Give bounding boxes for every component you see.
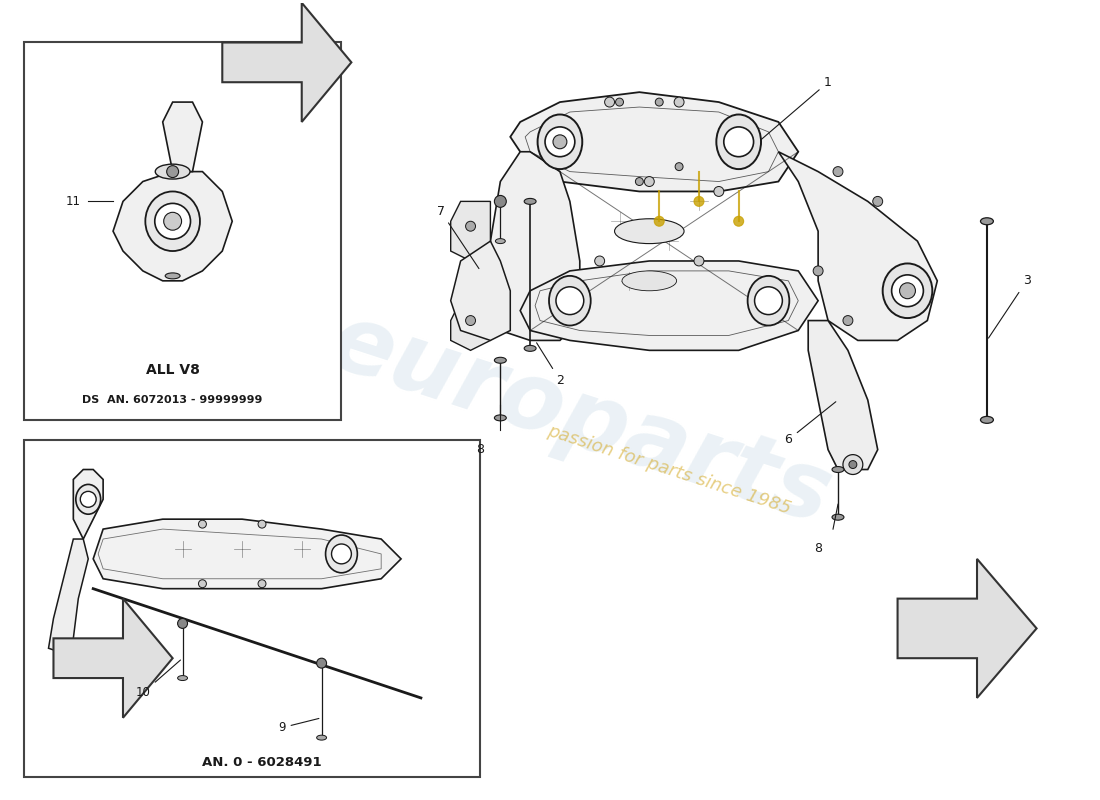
Circle shape — [813, 266, 823, 276]
Polygon shape — [491, 152, 580, 341]
Polygon shape — [94, 519, 401, 589]
Text: 9: 9 — [278, 718, 319, 734]
Circle shape — [331, 544, 351, 564]
Circle shape — [714, 186, 724, 197]
Bar — [24, 42, 341, 420]
Text: 11: 11 — [66, 195, 80, 208]
Ellipse shape — [882, 263, 933, 318]
Circle shape — [164, 212, 182, 230]
Polygon shape — [74, 470, 103, 539]
Circle shape — [198, 520, 207, 528]
Polygon shape — [48, 539, 88, 654]
Ellipse shape — [165, 273, 180, 279]
Ellipse shape — [832, 514, 844, 520]
Circle shape — [843, 454, 862, 474]
Ellipse shape — [538, 114, 582, 169]
Circle shape — [900, 283, 915, 298]
Circle shape — [595, 256, 605, 266]
Ellipse shape — [549, 276, 591, 326]
Ellipse shape — [177, 675, 187, 681]
Polygon shape — [510, 92, 799, 191]
Circle shape — [694, 256, 704, 266]
Circle shape — [155, 203, 190, 239]
Text: 8: 8 — [476, 443, 484, 456]
Ellipse shape — [145, 191, 200, 251]
Circle shape — [465, 315, 475, 326]
Circle shape — [675, 162, 683, 170]
Circle shape — [892, 275, 923, 306]
Ellipse shape — [494, 358, 506, 363]
Circle shape — [724, 127, 754, 157]
Circle shape — [656, 98, 663, 106]
Text: 7: 7 — [437, 205, 478, 269]
Circle shape — [872, 197, 882, 206]
Circle shape — [636, 178, 644, 186]
Circle shape — [198, 580, 207, 588]
Circle shape — [849, 461, 857, 469]
Circle shape — [654, 216, 664, 226]
Circle shape — [465, 222, 475, 231]
Ellipse shape — [980, 416, 993, 423]
Circle shape — [494, 195, 506, 207]
Polygon shape — [54, 598, 173, 718]
Polygon shape — [451, 202, 491, 261]
Circle shape — [544, 127, 575, 157]
Polygon shape — [779, 152, 937, 341]
Circle shape — [80, 491, 96, 507]
Circle shape — [556, 286, 584, 314]
Circle shape — [167, 166, 178, 178]
Circle shape — [674, 97, 684, 107]
Circle shape — [755, 286, 782, 314]
Circle shape — [734, 216, 744, 226]
Ellipse shape — [716, 114, 761, 169]
Text: 3: 3 — [989, 274, 1031, 338]
Polygon shape — [163, 102, 202, 171]
Bar — [24, 440, 481, 778]
Polygon shape — [113, 171, 232, 281]
Circle shape — [553, 135, 566, 149]
Circle shape — [258, 580, 266, 588]
Circle shape — [616, 98, 624, 106]
Ellipse shape — [155, 164, 190, 179]
Text: europarts: europarts — [317, 295, 843, 544]
Text: 8: 8 — [814, 542, 822, 555]
Text: ALL V8: ALL V8 — [145, 363, 199, 378]
Circle shape — [694, 197, 704, 206]
Ellipse shape — [317, 735, 327, 740]
Text: 2: 2 — [537, 342, 564, 386]
Circle shape — [605, 97, 615, 107]
Ellipse shape — [525, 198, 536, 204]
Polygon shape — [451, 301, 491, 350]
Ellipse shape — [832, 466, 844, 473]
Ellipse shape — [615, 218, 684, 243]
Polygon shape — [451, 241, 510, 341]
Ellipse shape — [621, 271, 676, 290]
Text: DS  AN. 6072013 - 99999999: DS AN. 6072013 - 99999999 — [82, 395, 263, 405]
Circle shape — [258, 520, 266, 528]
Circle shape — [177, 618, 187, 629]
Polygon shape — [808, 321, 878, 470]
Polygon shape — [222, 2, 351, 122]
Ellipse shape — [494, 415, 506, 421]
Ellipse shape — [495, 238, 505, 243]
Text: AN. 0 - 6028491: AN. 0 - 6028491 — [202, 756, 322, 769]
Text: 6: 6 — [784, 402, 836, 446]
Text: 1: 1 — [760, 76, 832, 140]
Ellipse shape — [748, 276, 790, 326]
Polygon shape — [520, 261, 818, 350]
Circle shape — [645, 177, 654, 186]
Text: 10: 10 — [135, 660, 180, 699]
Text: passion for parts since 1985: passion for parts since 1985 — [546, 422, 793, 518]
Ellipse shape — [76, 485, 100, 514]
Circle shape — [843, 315, 852, 326]
Polygon shape — [898, 559, 1036, 698]
Circle shape — [317, 658, 327, 668]
Ellipse shape — [980, 218, 993, 225]
Ellipse shape — [326, 535, 358, 573]
Ellipse shape — [525, 346, 536, 351]
Circle shape — [833, 166, 843, 177]
